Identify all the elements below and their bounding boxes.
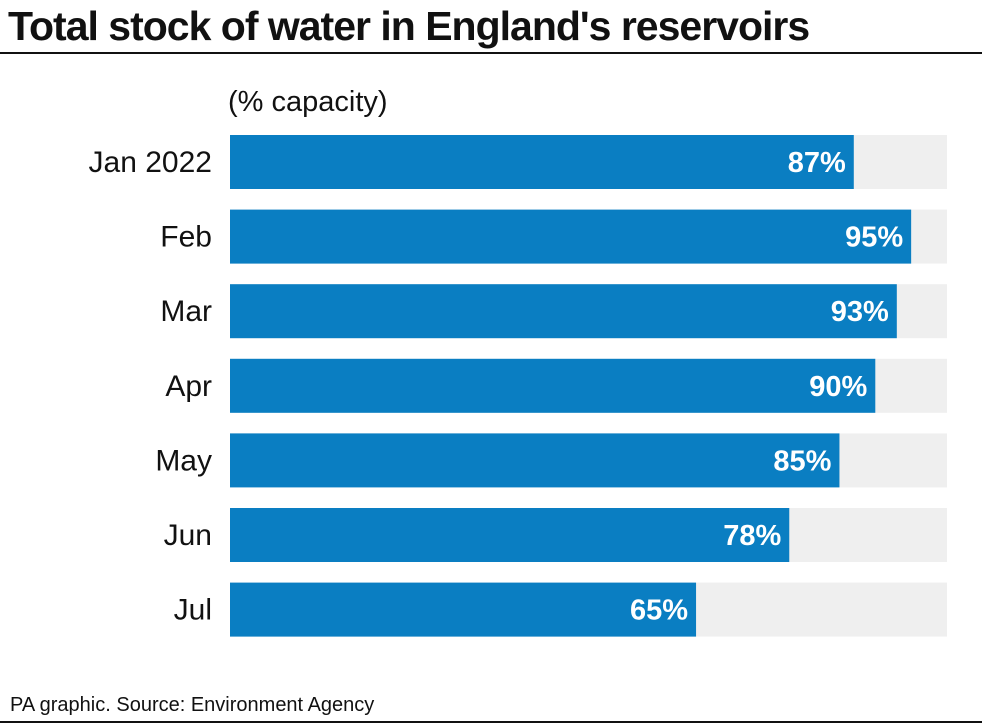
value-label: 90% bbox=[809, 371, 867, 403]
footer-divider bbox=[0, 721, 982, 723]
bar bbox=[230, 358, 876, 413]
bar bbox=[230, 508, 790, 562]
bar bbox=[230, 135, 854, 189]
category-label: Jun bbox=[164, 519, 212, 552]
category-label: Mar bbox=[160, 295, 212, 328]
category-label: Jan 2022 bbox=[89, 146, 212, 179]
value-label: 78% bbox=[723, 520, 781, 552]
source-credit: PA graphic. Source: Environment Agency bbox=[10, 694, 375, 716]
title-divider bbox=[0, 52, 982, 54]
bar bbox=[230, 433, 840, 488]
category-label: Jul bbox=[174, 594, 212, 627]
value-label: 93% bbox=[831, 296, 889, 328]
category-label: May bbox=[155, 444, 212, 477]
value-label: 95% bbox=[845, 222, 903, 254]
category-label: Apr bbox=[165, 370, 212, 403]
bar bbox=[230, 284, 897, 339]
category-label: Feb bbox=[160, 221, 212, 254]
bar bbox=[230, 582, 697, 637]
value-label: 87% bbox=[788, 147, 846, 179]
value-label: 65% bbox=[630, 595, 688, 627]
value-label: 85% bbox=[773, 445, 831, 477]
chart-subtitle: (% capacity) bbox=[228, 86, 388, 118]
chart-title: Total stock of water in England's reserv… bbox=[8, 3, 810, 49]
bar bbox=[230, 209, 912, 264]
